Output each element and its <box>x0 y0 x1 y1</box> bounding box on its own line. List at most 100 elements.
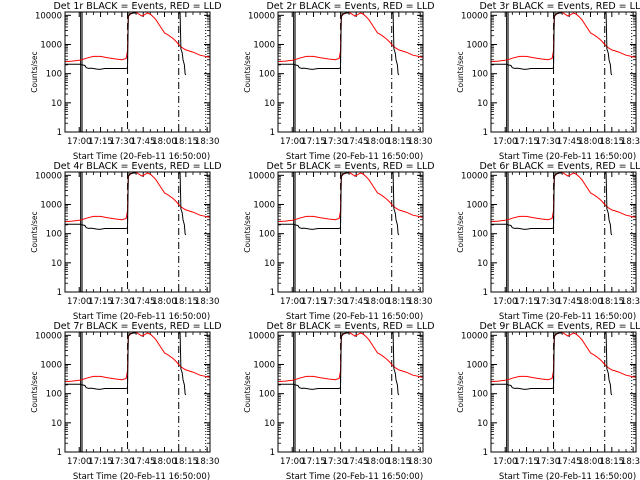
panel-title: Det 8r BLACK = Events, RED = LLD <box>266 321 434 332</box>
y-tick-label: 10 <box>264 99 275 109</box>
panel-title: Det 6r BLACK = Events, RED = LLD <box>479 161 640 172</box>
plot-frame <box>490 171 637 293</box>
series-line-events <box>604 172 613 236</box>
series-line-events <box>391 332 400 396</box>
y-tick-label: 100 <box>46 70 62 80</box>
y-tick-label: 10000 <box>461 331 488 341</box>
x-tick-label: 17:00 <box>67 137 92 147</box>
y-tick-label: 1 <box>270 448 275 458</box>
x-tick-label: 17:30 <box>110 457 135 467</box>
series-line-events <box>278 172 350 230</box>
x-tick-label: 18:15 <box>600 457 625 467</box>
x-tick-label: 17:45 <box>557 457 582 467</box>
plot-frame <box>490 331 637 453</box>
panel-title: Det 5r BLACK = Events, RED = LLD <box>266 161 434 172</box>
panel-title: Det 3r BLACK = Events, RED = LLD <box>479 1 640 12</box>
chart-panel-2: Det 2r BLACK = Events, RED = LLD Counts/s… <box>243 1 435 162</box>
y-tick-label: 10000 <box>35 331 62 341</box>
chart-panel-4: Det 4r BLACK = Events, RED = LLD Counts/s… <box>30 161 222 322</box>
x-tick-label: 17:30 <box>536 297 561 307</box>
x-tick-label: 17:30 <box>323 137 348 147</box>
x-axis-label: Start Time (20-Feb-11 16:50:00) <box>286 472 423 480</box>
x-tick-label: 18:15 <box>387 297 412 307</box>
panel-title: Det 7r BLACK = Events, RED = LLD <box>53 321 221 332</box>
chart-panel-8: Det 8r BLACK = Events, RED = LLD Counts/s… <box>243 321 435 480</box>
series-line-events <box>178 12 187 76</box>
chart-panel-9: Det 9r BLACK = Events, RED = LLD Counts/s… <box>456 321 640 480</box>
y-tick-label: 1000 <box>466 360 488 370</box>
x-tick-label: 17:15 <box>88 137 113 147</box>
y-tick-label: 10 <box>51 419 62 429</box>
y-tick-label: 10000 <box>461 171 488 181</box>
x-axis-label: Start Time (20-Feb-11 16:50:00) <box>499 312 636 322</box>
y-axis-label: Counts/sec <box>30 211 39 252</box>
x-tick-label: 17:30 <box>110 297 135 307</box>
y-tick-label: 1 <box>483 288 488 298</box>
x-tick-label: 17:45 <box>131 297 156 307</box>
x-axis-label: Start Time (20-Feb-11 16:50:00) <box>499 472 636 480</box>
y-axis-label: Counts/sec <box>243 211 252 252</box>
y-tick-label: 10000 <box>35 171 62 181</box>
series-line-events <box>178 172 187 236</box>
x-tick-label: 18:30 <box>621 457 640 467</box>
y-axis-label: Counts/sec <box>30 51 39 92</box>
x-tick-label: 18:00 <box>152 137 177 147</box>
y-tick-label: 10000 <box>248 11 275 21</box>
plot-frame <box>277 11 424 133</box>
x-tick-label: 17:15 <box>301 297 326 307</box>
y-tick-label: 10 <box>477 99 488 109</box>
plot-frame <box>64 331 211 453</box>
x-tick-label: 17:00 <box>67 457 92 467</box>
series-line-lld <box>277 171 424 223</box>
y-tick-label: 1 <box>483 128 488 138</box>
x-tick-label: 17:15 <box>301 137 326 147</box>
y-tick-label: 1 <box>57 448 62 458</box>
x-tick-label: 17:15 <box>514 137 539 147</box>
x-tick-label: 18:15 <box>174 297 199 307</box>
series-line-events <box>278 332 350 390</box>
y-tick-label: 100 <box>259 230 275 240</box>
y-tick-label: 10 <box>477 259 488 269</box>
y-axis-label: Counts/sec <box>30 371 39 412</box>
x-axis-label: Start Time (20-Feb-11 16:50:00) <box>286 152 423 162</box>
series-line-events <box>278 12 350 70</box>
series-line-events <box>178 332 187 396</box>
series-line-lld <box>490 331 637 383</box>
x-tick-label: 17:00 <box>493 137 518 147</box>
plot-frame <box>64 171 211 293</box>
panel-title: Det 9r BLACK = Events, RED = LLD <box>479 321 640 332</box>
x-tick-label: 17:00 <box>280 297 305 307</box>
x-tick-label: 18:00 <box>152 297 177 307</box>
x-tick-label: 17:00 <box>67 297 92 307</box>
x-tick-label: 18:15 <box>600 137 625 147</box>
x-tick-label: 18:15 <box>600 297 625 307</box>
series-line-events <box>65 12 137 70</box>
x-tick-label: 18:15 <box>174 457 199 467</box>
x-tick-label: 18:30 <box>621 137 640 147</box>
x-tick-label: 17:45 <box>344 457 369 467</box>
y-tick-label: 10 <box>264 259 275 269</box>
x-axis-label: Start Time (20-Feb-11 16:50:00) <box>73 312 210 322</box>
plot-frame <box>490 11 637 133</box>
y-tick-label: 100 <box>46 230 62 240</box>
y-tick-label: 1000 <box>40 40 62 50</box>
y-tick-label: 1 <box>57 288 62 298</box>
y-axis-label: Counts/sec <box>243 371 252 412</box>
x-tick-label: 18:15 <box>387 457 412 467</box>
x-tick-label: 17:30 <box>323 457 348 467</box>
series-line-events <box>65 332 137 390</box>
y-tick-label: 10000 <box>461 11 488 21</box>
x-tick-label: 17:45 <box>557 297 582 307</box>
plot-frame <box>64 11 211 133</box>
plot-frame <box>277 171 424 293</box>
y-axis-label: Counts/sec <box>456 51 465 92</box>
x-tick-label: 17:15 <box>514 297 539 307</box>
x-tick-label: 17:45 <box>344 297 369 307</box>
plot-frame <box>277 331 424 453</box>
series-line-lld <box>490 171 637 223</box>
x-axis-label: Start Time (20-Feb-11 16:50:00) <box>73 152 210 162</box>
series-line-events <box>604 332 613 396</box>
x-tick-label: 17:45 <box>131 137 156 147</box>
x-tick-label: 18:00 <box>365 457 390 467</box>
